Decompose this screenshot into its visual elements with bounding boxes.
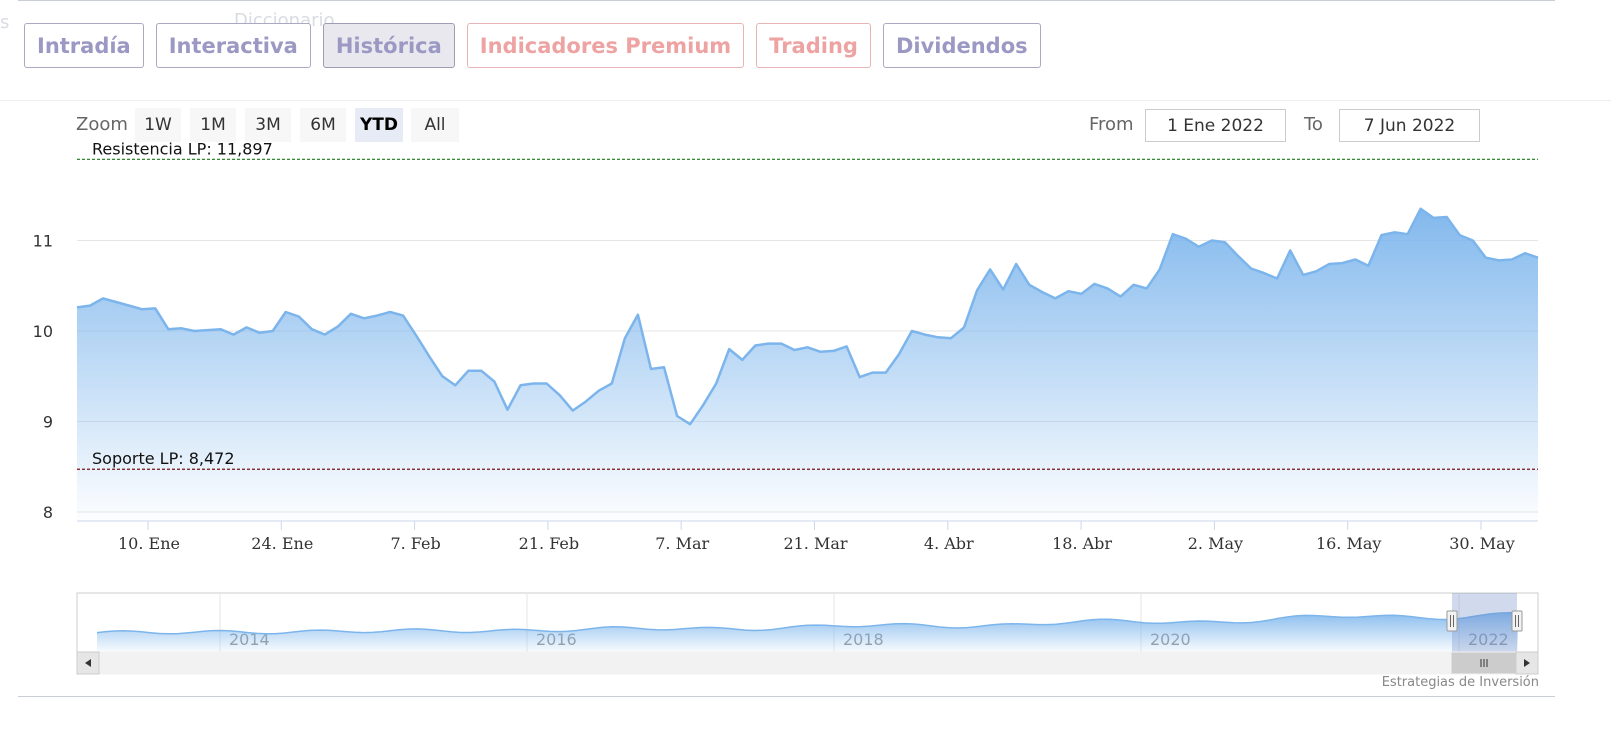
x-tick-label: 21. Mar: [783, 534, 847, 553]
zoom-1m-button[interactable]: 1M: [190, 108, 236, 142]
navigator-left-handle[interactable]: [1446, 610, 1458, 632]
x-tick-label: 24. Ene: [251, 534, 313, 553]
support-label: Soporte LP: 8,472: [92, 449, 235, 468]
x-tick-label: 7. Feb: [390, 534, 440, 553]
price-area-fill: [77, 208, 1538, 522]
tab-indicadores-premium[interactable]: Indicadores Premium: [466, 23, 745, 68]
y-tick-label: 10: [33, 322, 53, 341]
zoom-label: Zoom: [76, 114, 128, 135]
tab-historica[interactable]: Histórica: [322, 23, 455, 68]
to-date-input[interactable]: [1339, 109, 1480, 142]
tab-intradia[interactable]: Intradía: [24, 23, 144, 68]
x-tick-label: 30. May: [1449, 534, 1515, 553]
x-tick-label: 18. Abr: [1052, 534, 1112, 553]
y-tick-label: 9: [43, 412, 53, 431]
price-series-line: [76, 207, 1539, 426]
tab-interactiva[interactable]: Interactiva: [155, 23, 311, 68]
tab-dividendos[interactable]: Dividendos: [882, 23, 1041, 68]
zoom-all-button[interactable]: All: [411, 108, 459, 142]
top-divider: [18, 0, 1555, 1]
ghost-text-left: s: [0, 12, 10, 33]
zoom-3m-button[interactable]: 3M: [245, 108, 291, 142]
chart-tab-bar: Intradía Interactiva Histórica Indicador…: [24, 23, 1041, 68]
y-tick-label: 11: [33, 231, 53, 250]
scroll-left-arrow-icon: [85, 659, 91, 667]
resistance-label: Resistencia LP: 11,897: [92, 139, 273, 158]
tab-trading[interactable]: Trading: [756, 23, 871, 68]
navigator-right-handle[interactable]: [1511, 610, 1523, 632]
x-tick-label: 7. Mar: [655, 534, 709, 553]
scrollbar-track[interactable]: [76, 651, 1539, 675]
x-tick-label: 2. May: [1188, 534, 1243, 553]
navigator-selection[interactable]: [1452, 593, 1517, 652]
zoom-1w-button[interactable]: 1W: [135, 108, 181, 142]
navigator-line: [96, 611, 1518, 635]
zoom-ytd-button[interactable]: YTD: [355, 108, 403, 142]
x-tick-label: 4. Abr: [924, 534, 974, 553]
x-tick-label: 10. Ene: [118, 534, 180, 553]
navigator-area: [97, 612, 1518, 652]
scroll-right-arrow-icon: [1524, 659, 1530, 667]
section-divider: [0, 100, 1611, 101]
zoom-6m-button[interactable]: 6M: [300, 108, 346, 142]
x-tick-label: 16. May: [1316, 534, 1382, 553]
y-tick-label: 8: [43, 503, 53, 522]
from-label: From: [1089, 114, 1134, 135]
to-label: To: [1304, 114, 1323, 135]
x-tick-label: 21. Feb: [519, 534, 579, 553]
chart-credit[interactable]: Estrategias de Inversión: [1381, 675, 1539, 690]
bottom-divider: [18, 696, 1555, 697]
from-date-input[interactable]: [1145, 109, 1286, 142]
